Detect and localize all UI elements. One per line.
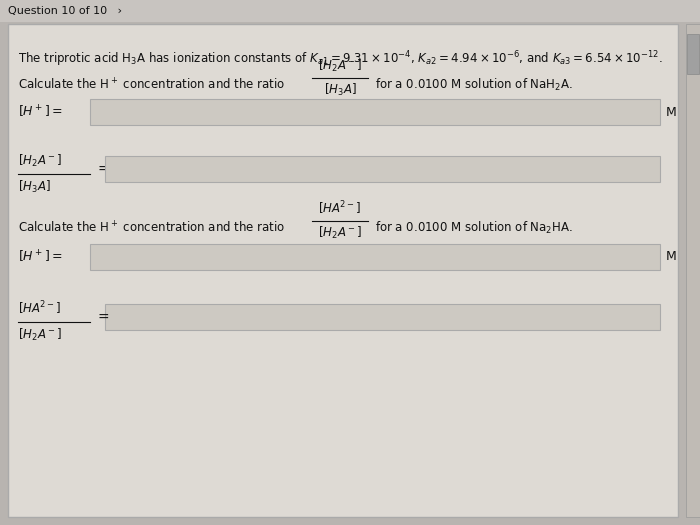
Text: $[HA^{2-}]$: $[HA^{2-}]$ — [18, 299, 61, 317]
FancyBboxPatch shape — [105, 156, 660, 182]
FancyBboxPatch shape — [8, 24, 678, 517]
Text: $[H^+] =$: $[H^+] =$ — [18, 104, 63, 120]
Text: $=$: $=$ — [95, 309, 110, 323]
Bar — [686, 24, 700, 517]
Bar — [0, 0, 700, 22]
Text: Calculate the H$^+$ concentration and the ratio: Calculate the H$^+$ concentration and th… — [18, 220, 285, 235]
FancyBboxPatch shape — [90, 99, 660, 125]
Bar — [687, 34, 699, 74]
Text: for a 0.0100 M solution of NaH$_2$A.: for a 0.0100 M solution of NaH$_2$A. — [375, 77, 573, 93]
Text: $[H_3A]$: $[H_3A]$ — [18, 179, 50, 195]
Text: $[HA^{2-}]$: $[HA^{2-}]$ — [318, 200, 362, 217]
Text: Calculate the H$^+$ concentration and the ratio: Calculate the H$^+$ concentration and th… — [18, 77, 285, 92]
Text: $[H_2A^-]$: $[H_2A^-]$ — [18, 153, 62, 169]
Text: Question 10 of 10   ›: Question 10 of 10 › — [8, 6, 122, 16]
FancyBboxPatch shape — [105, 304, 660, 330]
Text: $[H_2A^-]$: $[H_2A^-]$ — [318, 225, 362, 241]
Text: M: M — [666, 106, 677, 119]
Text: $[H_2A^-]$: $[H_2A^-]$ — [318, 58, 362, 74]
Text: The triprotic acid H$_3$A has ionization constants of $K_{a1} = 9.31 \times 10^{: The triprotic acid H$_3$A has ionization… — [18, 49, 663, 69]
Text: $[H^+] =$: $[H^+] =$ — [18, 249, 63, 265]
Text: $[H_3A]$: $[H_3A]$ — [323, 82, 356, 98]
Text: M: M — [666, 250, 677, 264]
Text: for a 0.0100 M solution of Na$_2$HA.: for a 0.0100 M solution of Na$_2$HA. — [375, 220, 573, 236]
Text: $[H_2A^-]$: $[H_2A^-]$ — [18, 327, 62, 343]
Text: $=$: $=$ — [95, 161, 110, 175]
FancyBboxPatch shape — [90, 244, 660, 270]
